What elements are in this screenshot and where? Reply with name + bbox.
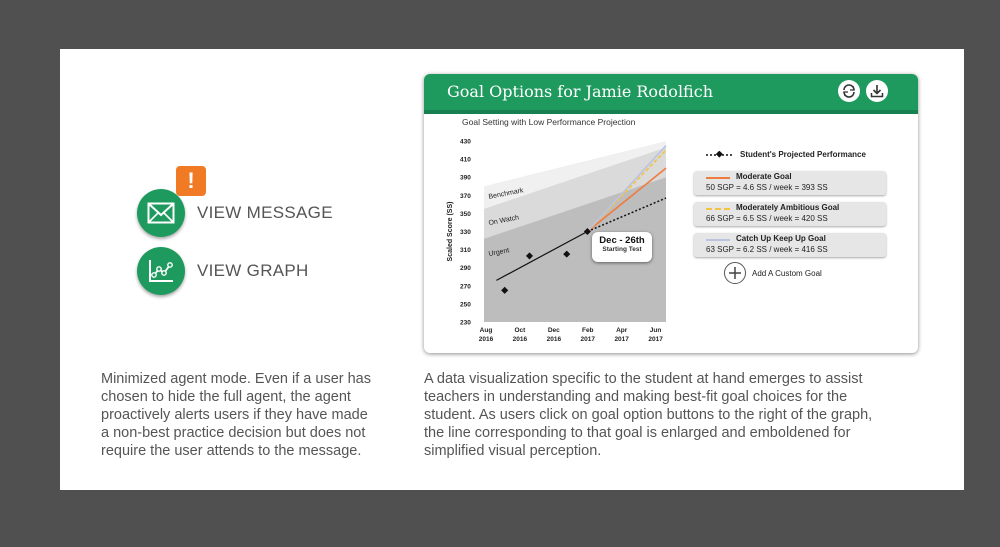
projection-swatch (706, 150, 734, 158)
y-tick-label: 350 (460, 211, 471, 218)
add-custom-goal-button[interactable]: Add A Custom Goal (724, 262, 822, 284)
agent-description: Minimized agent mode. Even if a user has… (101, 370, 411, 460)
refresh-icon[interactable] (838, 80, 860, 102)
download-icon[interactable] (866, 80, 888, 102)
desc-line: simplified visual perception. (424, 443, 602, 459)
goal-name: Moderately Ambitious Goal (736, 203, 840, 212)
x-tick-label: 2016 (513, 336, 528, 343)
add-goal-label: Add A Custom Goal (752, 268, 822, 278)
y-tick-label: 330 (460, 229, 471, 236)
desc-line: A data visualization specific to the stu… (424, 371, 863, 387)
on-watch-band (484, 147, 666, 239)
chart-title: Goal Setting with Low Performance Projec… (462, 117, 636, 127)
goal-name: Moderate Goal (736, 172, 792, 181)
x-tick-label: Aug (480, 327, 493, 334)
goal-detail: 66 SGP = 6.5 SS / week = 420 SS (706, 214, 828, 223)
y-tick-label: 410 (460, 157, 471, 164)
goal-swatch (706, 239, 730, 241)
y-tick-label: 250 (460, 301, 471, 308)
line-graph-icon (137, 247, 185, 295)
data-point (563, 250, 571, 258)
panel-header: Goal Options for Jamie Rodolfich (424, 74, 918, 114)
view-message-button[interactable]: VIEW MESSAGE (137, 189, 333, 237)
moderate-goal-line (586, 167, 667, 233)
alert-glyph: ! (187, 168, 195, 193)
goal-swatch (706, 208, 730, 210)
y-tick-label: 290 (460, 265, 471, 272)
view-graph-label: VIEW GRAPH (197, 261, 309, 280)
desc-line: the line corresponding to that goal is e… (424, 425, 851, 441)
goal-detail: 63 SGP = 6.2 SS / week = 416 SS (706, 245, 828, 254)
desc-line: teachers in understanding and making bes… (424, 389, 848, 405)
desc-line: Minimized agent mode. Even if a user has (101, 371, 371, 387)
projected-performance-legend: Student's Projected Performance (706, 150, 866, 159)
goal-swatch (706, 177, 730, 179)
desc-line: student. As users click on goal option b… (424, 407, 873, 423)
goal-detail: 50 SGP = 4.6 SS / week = 393 SS (706, 183, 828, 192)
y-tick-label: 230 (460, 320, 471, 327)
callout-label: Starting Test (602, 246, 642, 253)
catch-up-keep-up-goal-line (586, 144, 667, 233)
plus-icon (724, 262, 746, 284)
moderate-goal-button[interactable]: Moderate Goal 50 SGP = 4.6 SS / week = 3… (694, 171, 886, 195)
desc-line: require the user attends to the message. (101, 443, 362, 459)
y-tick-label: 430 (460, 139, 471, 146)
alert-badge[interactable]: ! (176, 166, 206, 196)
x-tick-label: 2017 (648, 336, 663, 343)
catch-up-keep-up-goal-button[interactable]: Catch Up Keep Up Goal 63 SGP = 6.2 SS / … (694, 233, 886, 257)
data-point (525, 252, 534, 260)
desc-line: proactively alerts users if they have ma… (101, 407, 368, 423)
x-tick-label: Feb (582, 327, 594, 334)
callout-date: Dec - 26th (599, 235, 645, 246)
goal-chart: Goal Setting with Low Performance Projec… (447, 117, 667, 343)
projected-label: Student's Projected Performance (740, 150, 866, 159)
desc-line: a non-best practice decision but does no… (101, 425, 366, 441)
x-tick-label: Jun (650, 327, 662, 334)
y-tick-label: 370 (460, 193, 471, 200)
goal-options-panel: Goal Options for Jamie Rodolfich Goal Se… (424, 74, 918, 353)
trend-line (496, 230, 588, 281)
x-tick-label: 2017 (614, 336, 629, 343)
y-axis-label: Scaled Score (SS) (447, 202, 454, 262)
visualization-description: A data visualization specific to the stu… (424, 370, 934, 460)
view-graph-button[interactable]: VIEW GRAPH (137, 247, 309, 295)
desc-line: chosen to hide the full agent, the agent (101, 389, 351, 405)
panel-title: Goal Options for Jamie Rodolfich (447, 82, 713, 101)
x-tick-label: 2016 (479, 336, 494, 343)
x-tick-label: 2017 (581, 336, 596, 343)
band-label: Urgent (488, 247, 510, 258)
x-tick-label: Dec (548, 327, 560, 334)
y-tick-label: 270 (460, 283, 471, 290)
y-tick-label: 390 (460, 175, 471, 182)
benchmark-band (484, 141, 666, 209)
x-tick-label: 2016 (547, 336, 562, 343)
moderately-ambitious-goal-button[interactable]: Moderately Ambitious Goal 66 SGP = 6.5 S… (694, 202, 886, 226)
goal-name: Catch Up Keep Up Goal (736, 234, 826, 243)
starting-test-callout: Dec - 26th Starting Test (592, 232, 652, 262)
x-tick-label: Oct (514, 327, 526, 334)
urgent-band (484, 177, 666, 322)
envelope-icon (137, 189, 185, 237)
x-tick-label: Apr (616, 327, 628, 334)
view-message-label: VIEW MESSAGE (197, 203, 333, 222)
y-tick-label: 310 (460, 247, 471, 254)
